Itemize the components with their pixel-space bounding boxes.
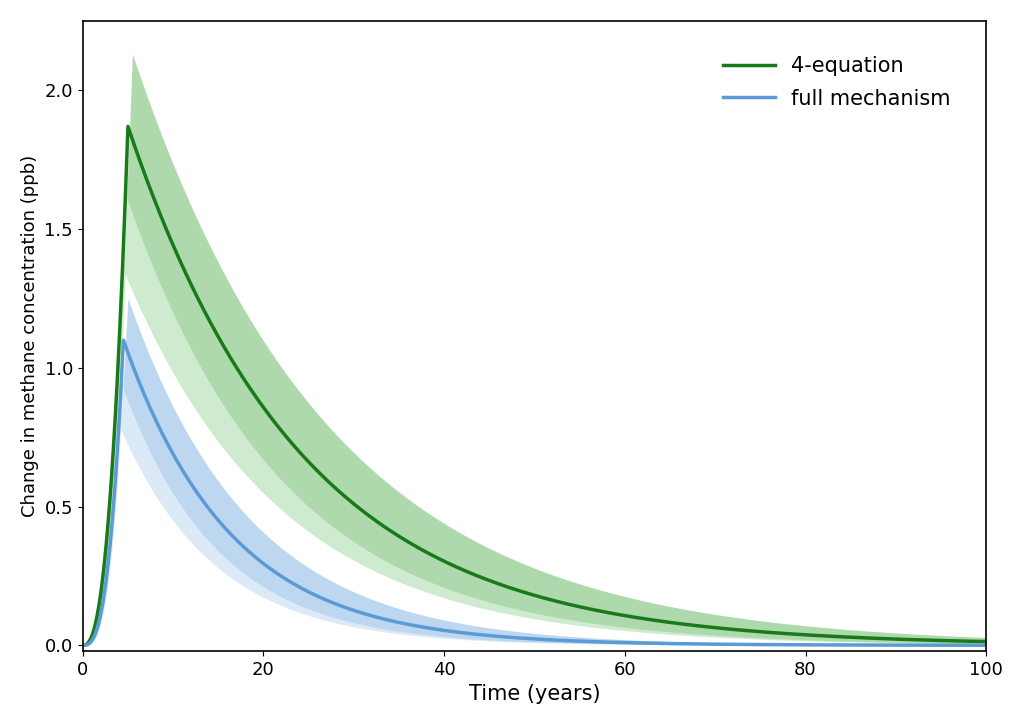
Line: 4-equation: 4-equation — [83, 126, 986, 645]
full mechanism — [782, 640, 795, 649]
full mechanism — [799, 640, 811, 649]
4-equation — [799, 631, 811, 639]
full mechanism — [170, 455, 182, 463]
4-equation — [442, 559, 455, 568]
X-axis label: Time (years): Time (years) — [469, 684, 600, 704]
4-equation — [475, 573, 487, 582]
4-equation — [698, 622, 711, 631]
4-equation — [77, 641, 89, 650]
full mechanism — [475, 631, 487, 639]
4-equation — [782, 629, 795, 638]
4-equation — [170, 247, 182, 256]
full mechanism — [77, 641, 89, 650]
full mechanism — [698, 639, 711, 648]
4-equation — [122, 122, 134, 130]
Legend: 4-equation, full mechanism: 4-equation, full mechanism — [697, 31, 976, 133]
full mechanism — [118, 336, 130, 344]
full mechanism — [980, 641, 992, 650]
Line: full mechanism: full mechanism — [83, 340, 986, 645]
Y-axis label: Change in methane concentration (ppb): Change in methane concentration (ppb) — [20, 154, 39, 517]
full mechanism — [442, 626, 455, 635]
4-equation — [980, 637, 992, 646]
